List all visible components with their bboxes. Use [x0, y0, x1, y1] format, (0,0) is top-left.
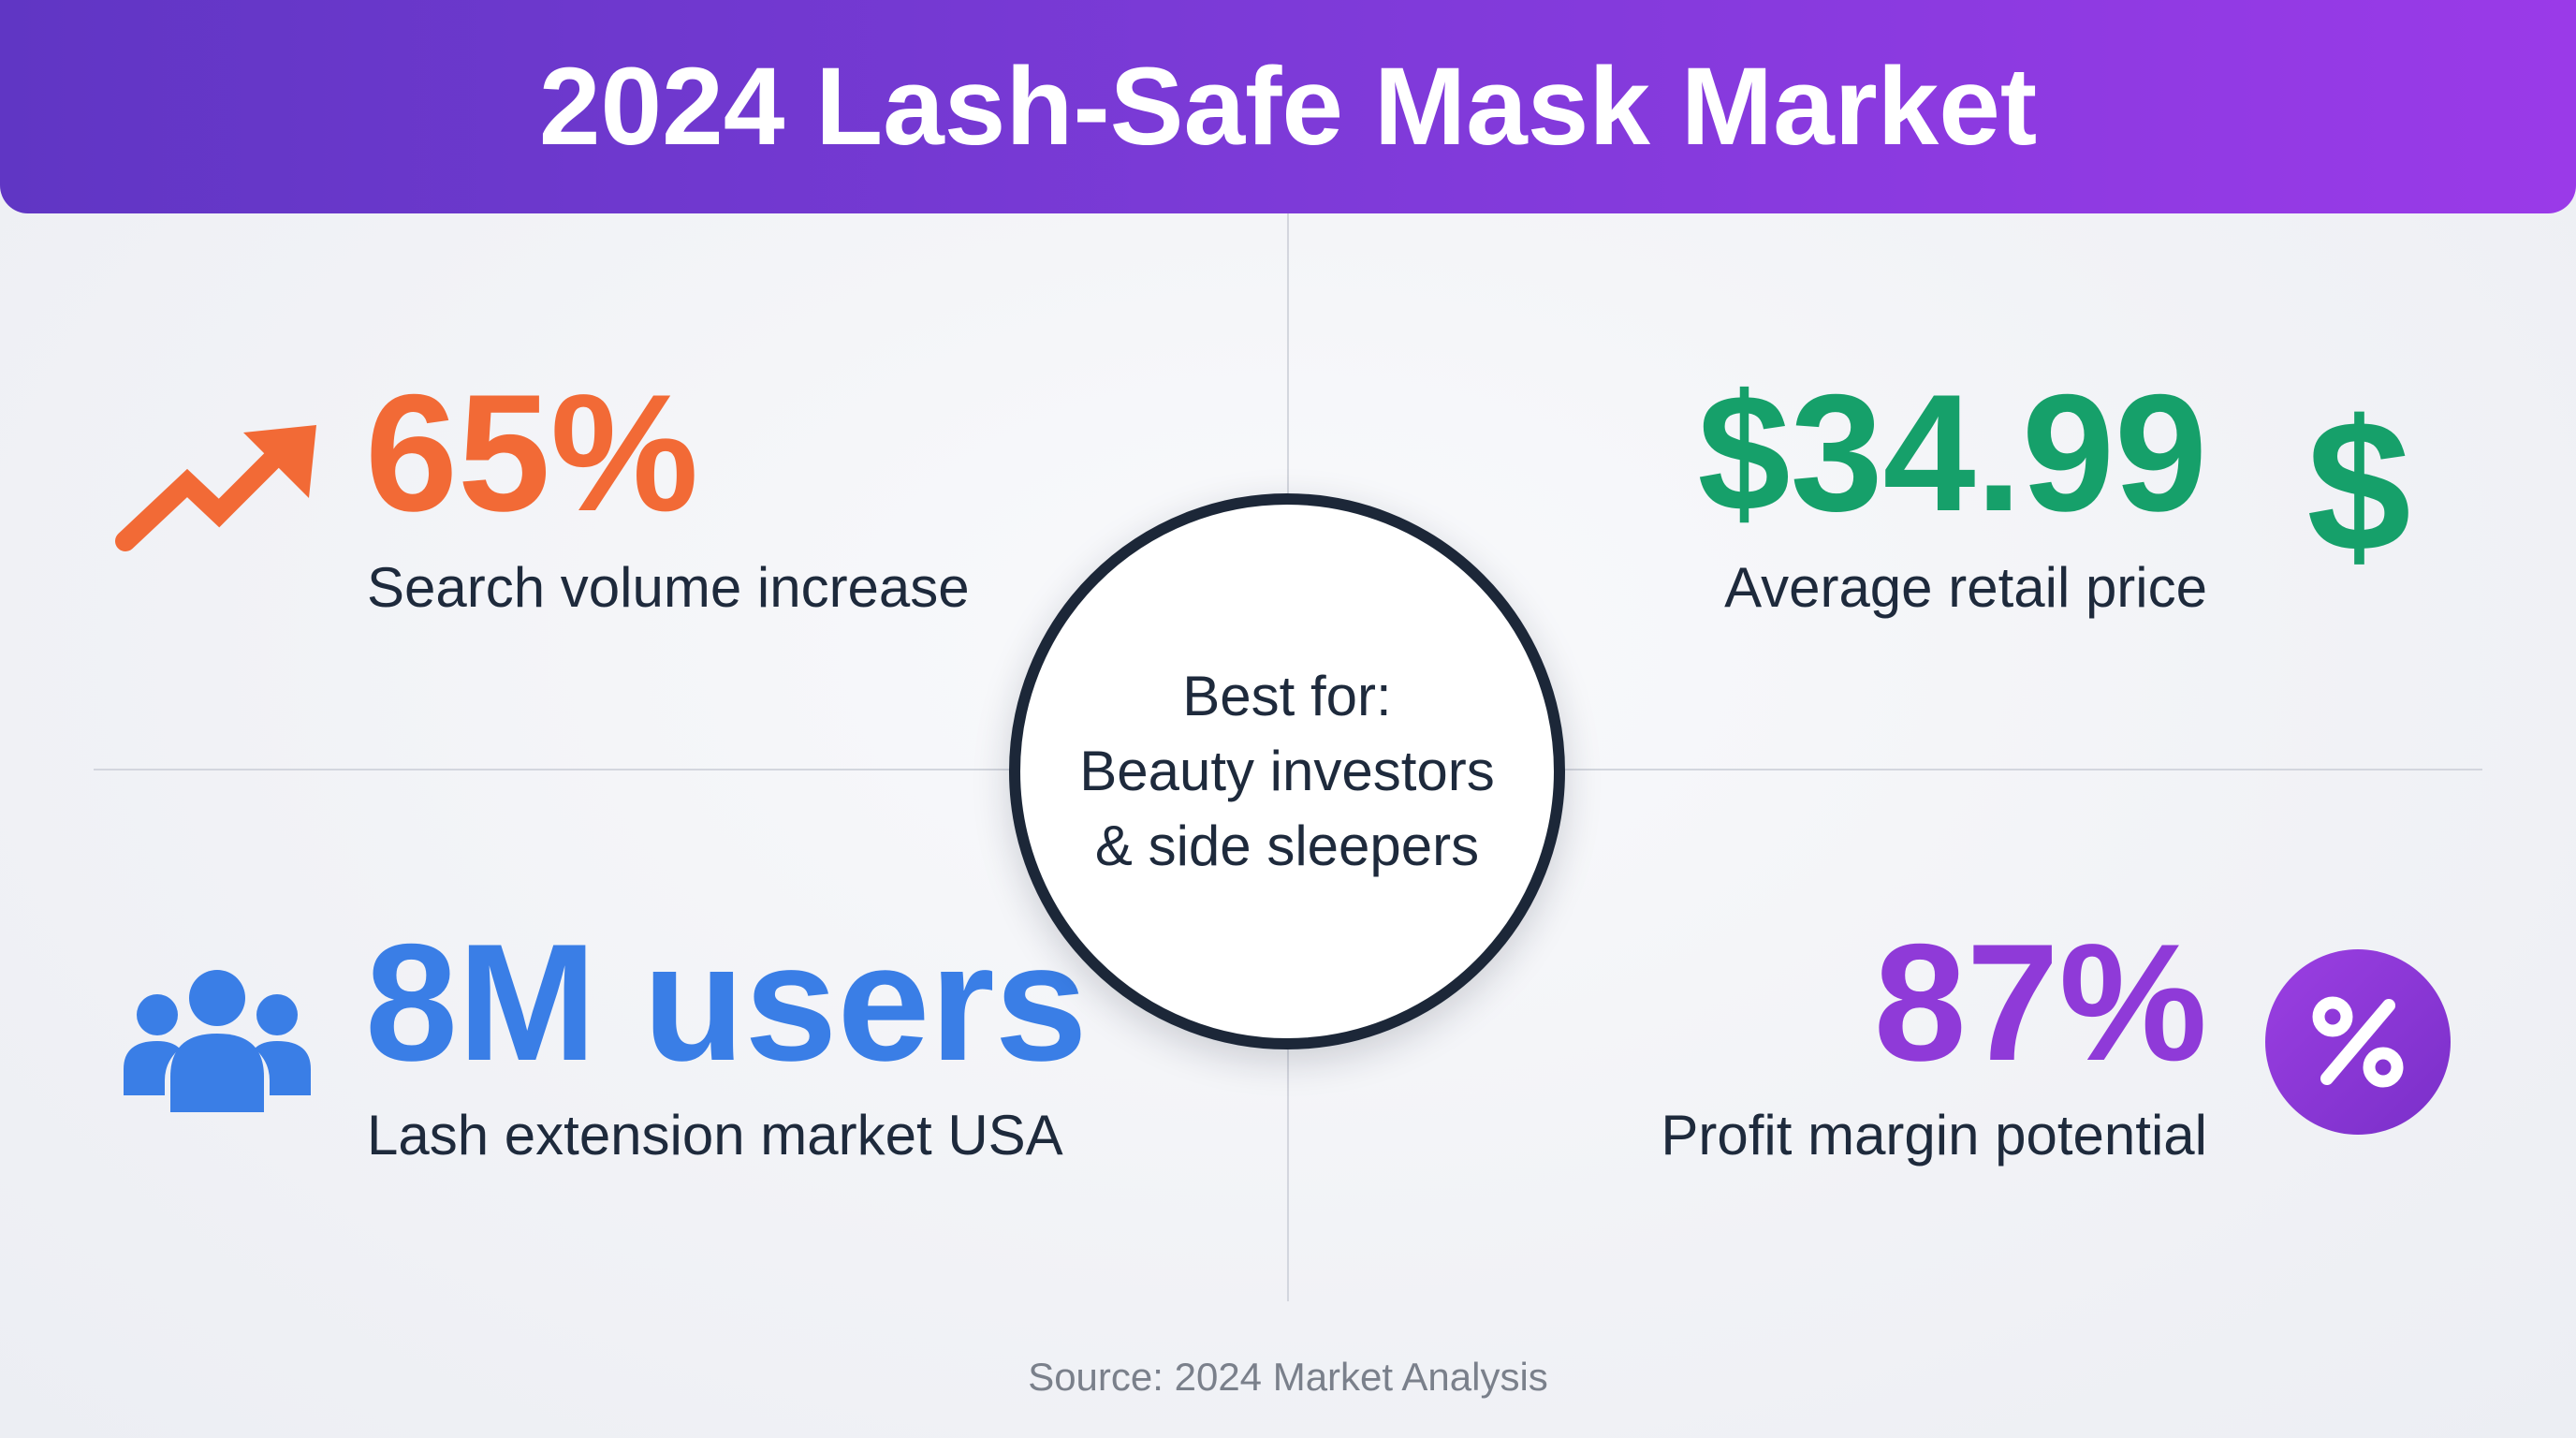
percent-badge-icon — [2265, 949, 2451, 1135]
search-volume-label: Search volume increase — [367, 556, 970, 619]
users-value: 8M users — [365, 909, 1088, 1095]
trending-up-icon — [115, 425, 316, 551]
title-banner: 2024 Lash-Safe Mask Market — [0, 0, 2576, 213]
retail-price-value: $34.99 — [1697, 360, 2207, 546]
best-for-circle: Best for: Beauty investors & side sleepe… — [1009, 493, 1565, 1049]
page-title: 2024 Lash-Safe Mask Market — [538, 45, 2038, 169]
search-volume-value: 65% — [365, 360, 699, 546]
profit-margin-label: Profit margin potential — [1661, 1104, 2207, 1167]
best-for-audience-line1: Beauty investors — [1079, 740, 1495, 802]
divider-vertical-top — [1287, 213, 1289, 494]
divider-horizontal-left — [94, 769, 1011, 770]
profit-margin-value: 87% — [1873, 909, 2207, 1095]
source-note: Source: 2024 Market Analysis — [1028, 1355, 1548, 1399]
best-for-heading: Best for: — [1182, 665, 1392, 727]
divider-horizontal-right — [1565, 769, 2482, 770]
users-label: Lash extension market USA — [367, 1104, 1063, 1167]
users-icon — [124, 970, 311, 1112]
dollar-sign-icon: $ — [2306, 382, 2411, 591]
best-for-audience-line2: & side sleepers — [1094, 814, 1480, 877]
retail-price-label: Average retail price — [1724, 556, 2207, 619]
divider-vertical-bottom — [1287, 1049, 1289, 1301]
